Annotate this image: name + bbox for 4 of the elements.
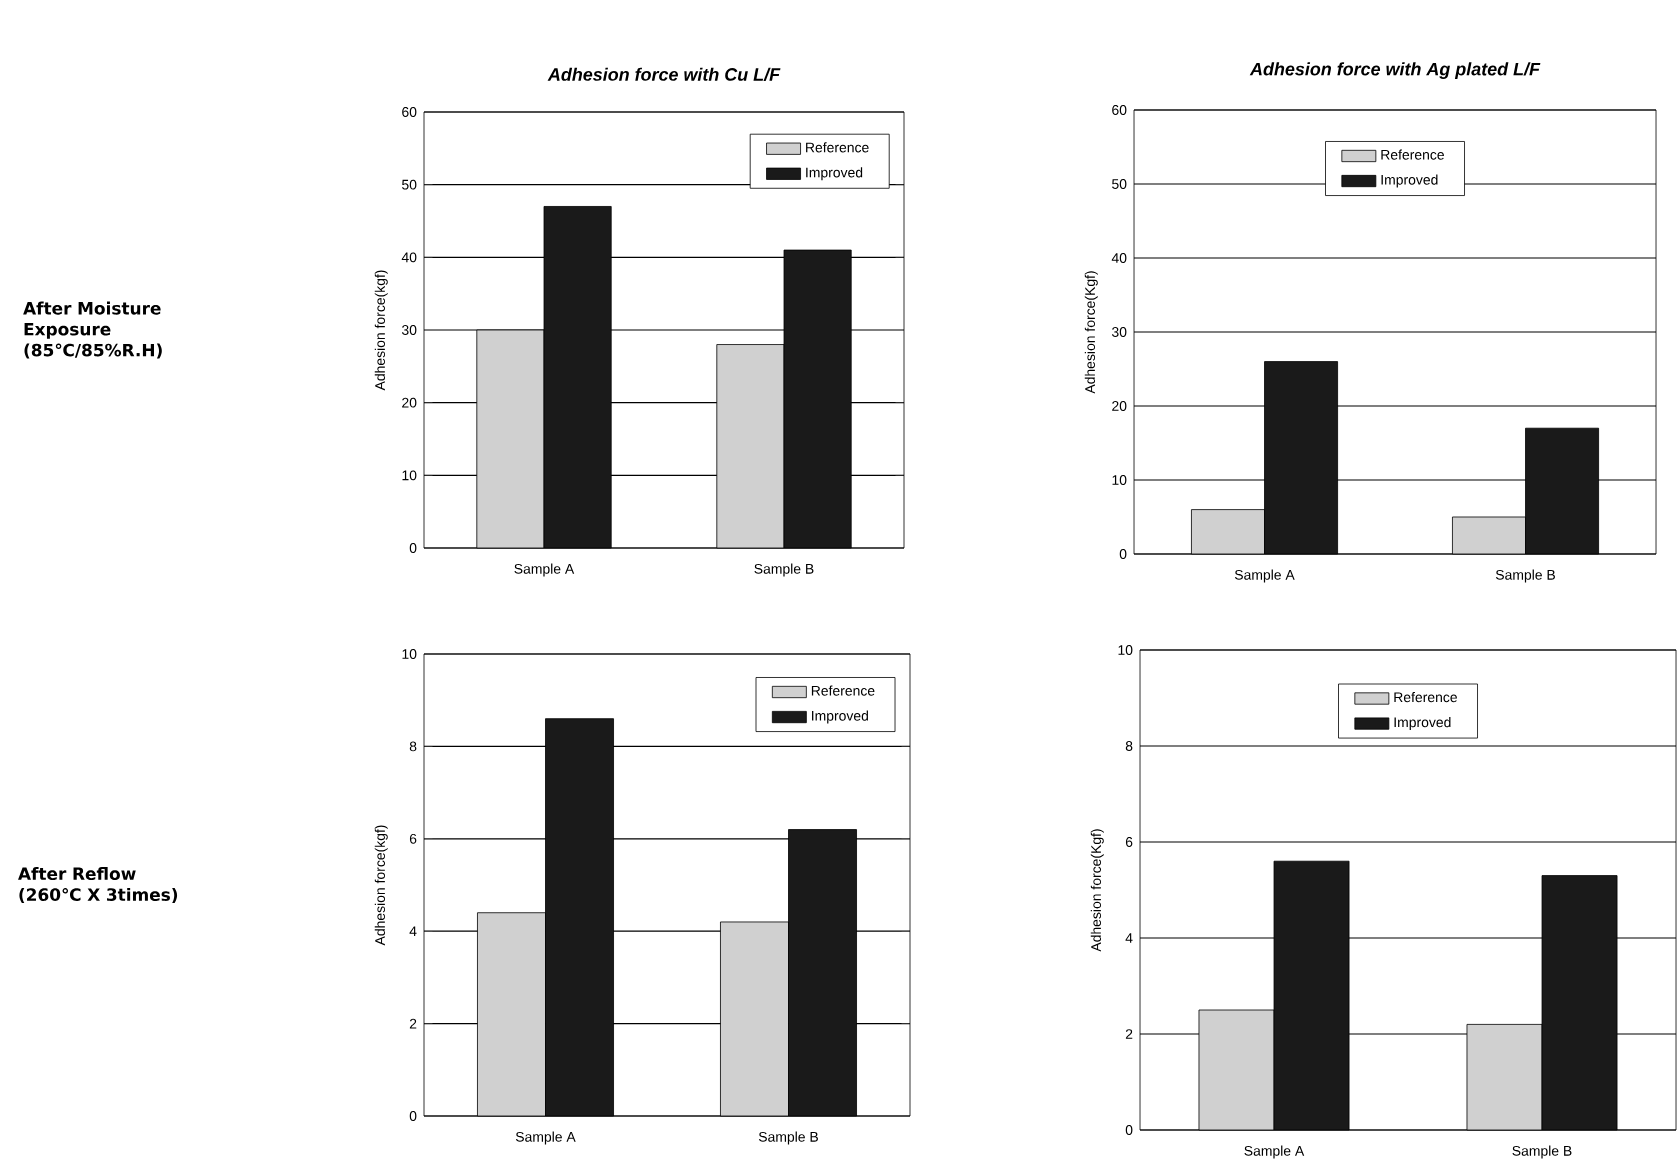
chart-title: Adhesion force with Cu L/F [547,67,781,81]
text: After Reflow (260℃ X 3times) [18,866,178,903]
text: After Moisture Exposure (85℃/85%R.H) [23,301,162,359]
chart-title: Adhesion force with Ag plated L/F [1249,62,1541,79]
